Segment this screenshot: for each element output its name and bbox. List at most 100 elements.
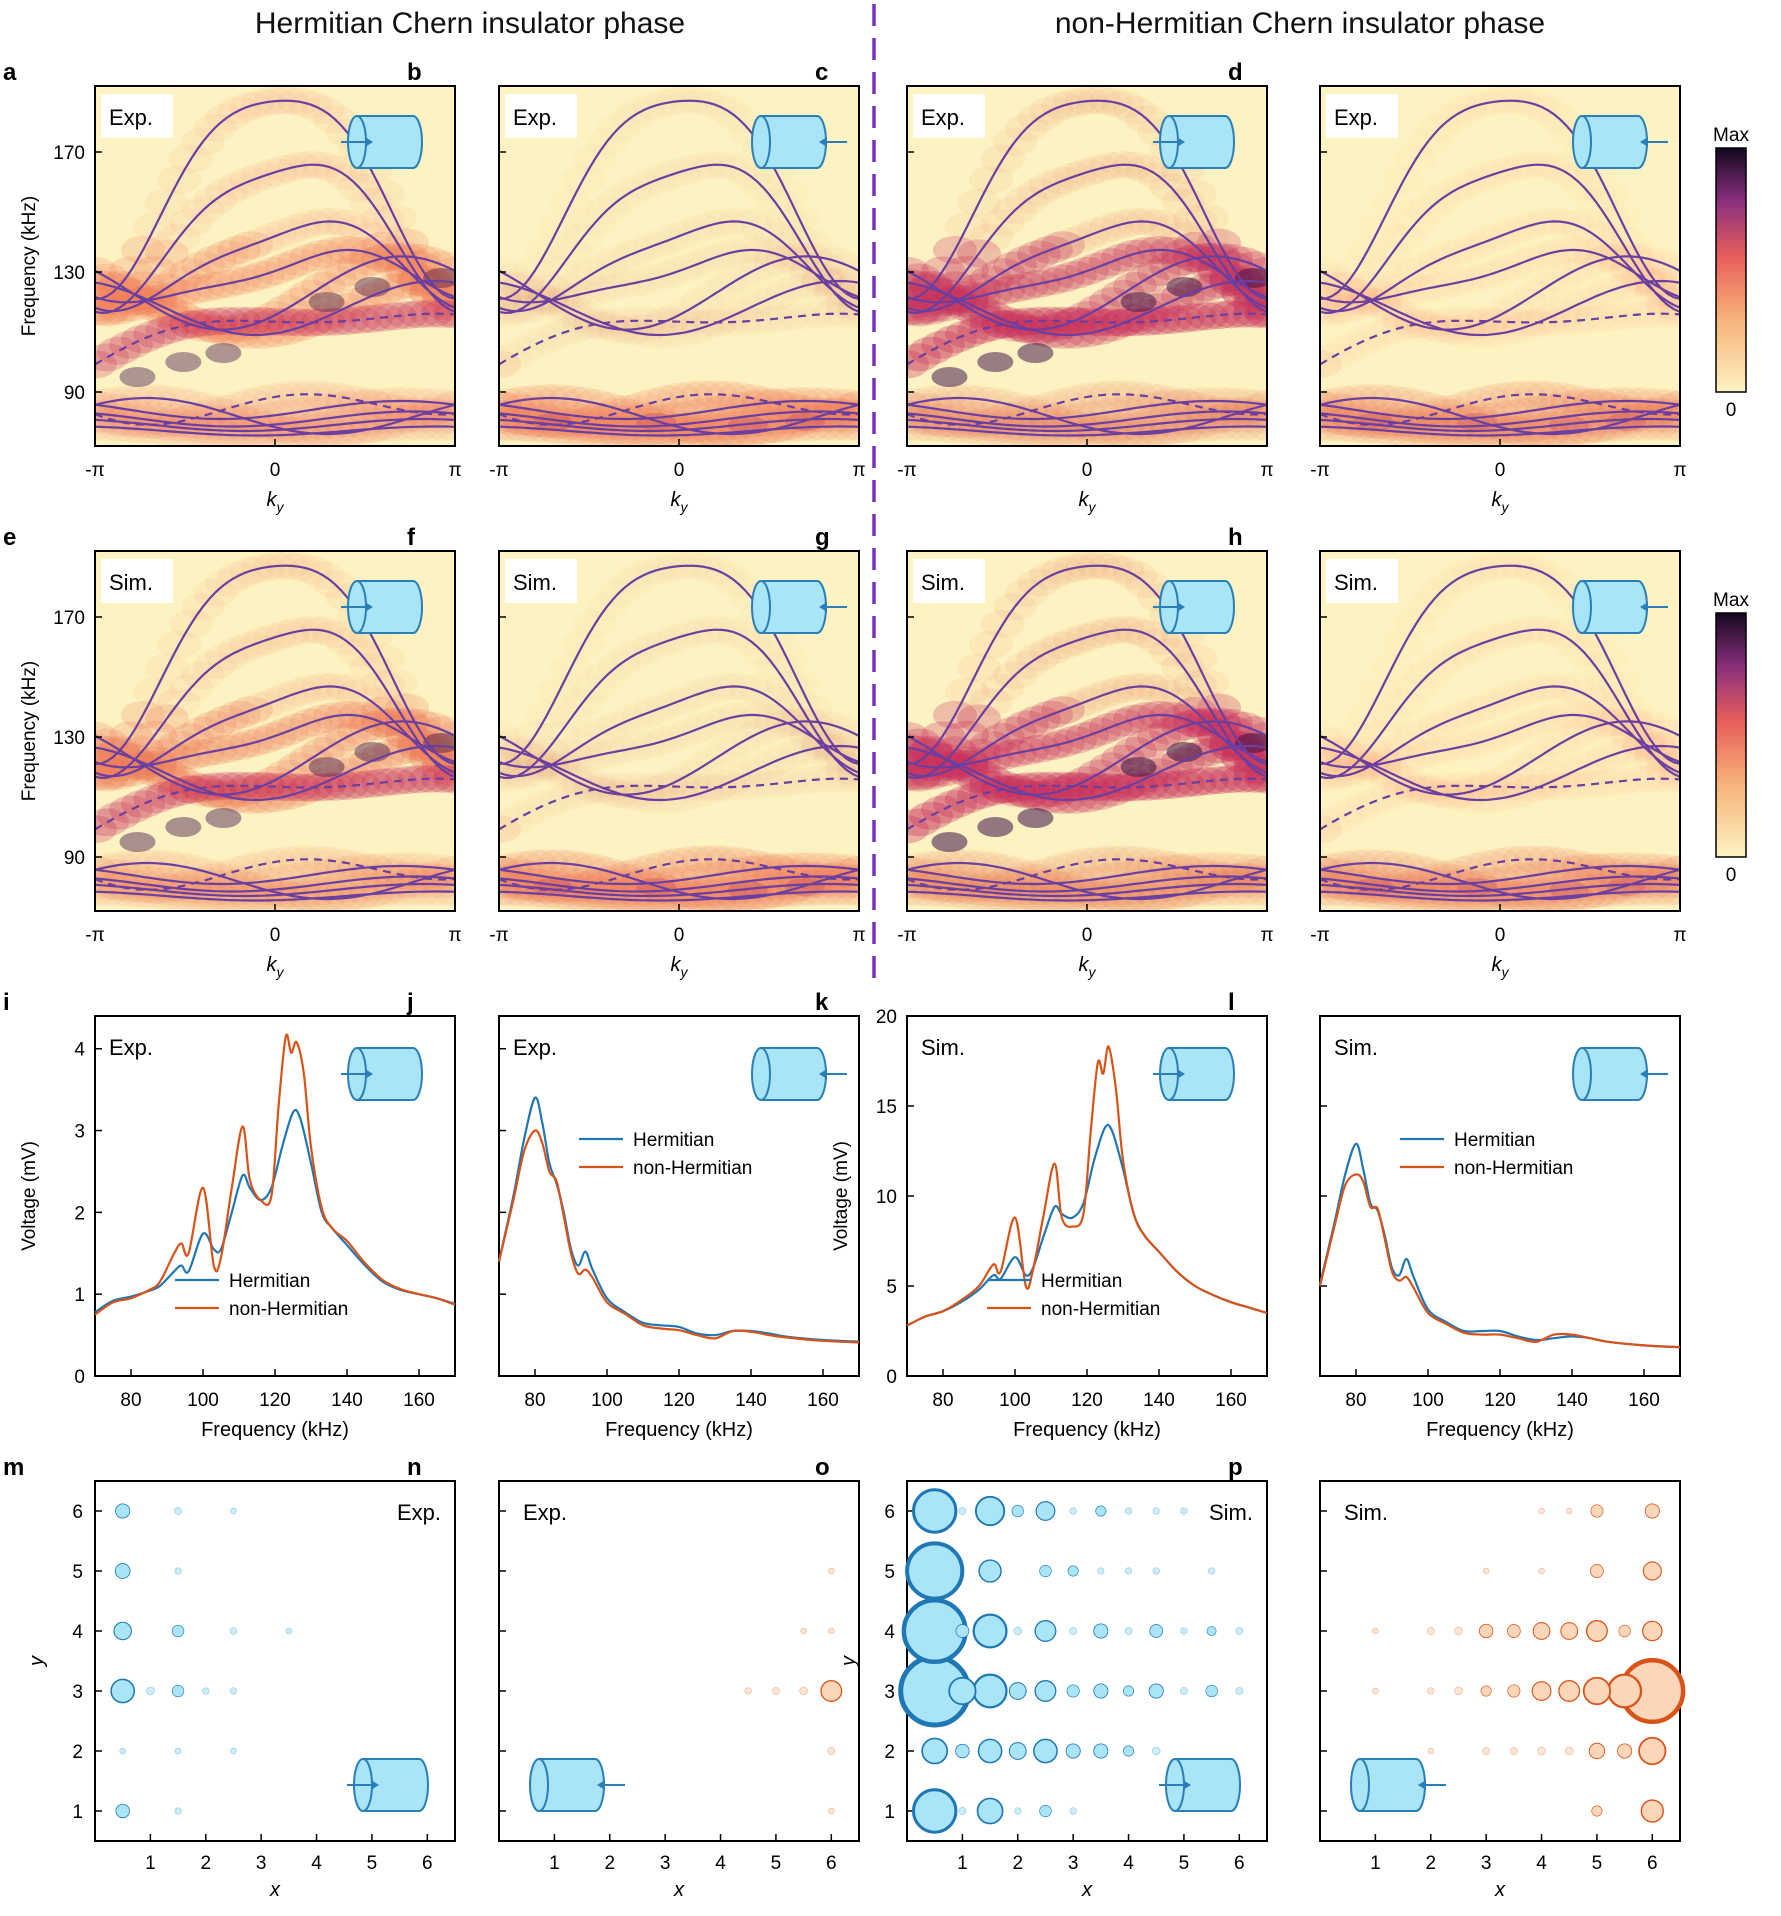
xtick-label: π: [1673, 460, 1686, 481]
panel-label-i: i: [3, 989, 10, 1016]
heat-spot: [95, 721, 117, 750]
field-amplitude-dot: [174, 1507, 182, 1515]
xtick-label: 140: [1143, 1390, 1175, 1411]
field-amplitude-dot: [955, 1624, 970, 1638]
field-amplitude-dot: [1152, 1567, 1160, 1575]
field-amplitude-dot: [174, 1747, 182, 1755]
panel-label-o: o: [815, 1454, 830, 1481]
xtick-label: π: [852, 460, 865, 481]
x-axis-label: x: [1081, 1879, 1093, 1901]
heat-spot: [133, 785, 177, 814]
tag-box: [1326, 559, 1398, 603]
heat-spot: [907, 271, 941, 299]
data-source-tag: Exp.: [109, 1035, 153, 1060]
heat-spot: [633, 421, 677, 446]
heat-spot: [253, 886, 297, 911]
heat-spot: [421, 858, 455, 887]
field-amplitude-dot: [1507, 1684, 1521, 1698]
heat-spot: [1029, 771, 1073, 800]
xtick-label: π: [1260, 460, 1273, 481]
data-source-tag: Sim.: [1209, 1500, 1253, 1525]
panel-f: f -π 0 π ky Sim.: [407, 524, 866, 980]
field-amplitude-dot: [1531, 1681, 1552, 1701]
heat-spot: [229, 886, 273, 911]
heat-peak: [1017, 808, 1054, 828]
xtick-label: 140: [735, 1390, 767, 1411]
bulk-band-line: [95, 99, 455, 300]
bulk-band-line: [907, 864, 1267, 886]
field-amplitude-dot: [1093, 1743, 1109, 1759]
xtick-label: 1: [145, 1853, 156, 1874]
xtick-label: 120: [1071, 1390, 1103, 1411]
field-amplitude-dot: [1538, 1507, 1545, 1515]
field-amplitude-dot: [972, 1673, 1008, 1709]
heat-spot: [145, 316, 189, 345]
heat-spot: [825, 393, 859, 422]
heat-spot: [409, 764, 453, 793]
field-amplitude-dot: [828, 1627, 835, 1635]
heat-spot: [1197, 766, 1241, 795]
field-amplitude-dot: [1426, 1627, 1435, 1635]
bulk-band-line: [907, 861, 1267, 901]
xtick-label: 2: [1012, 1853, 1023, 1874]
ytick-label: 130: [53, 728, 85, 749]
ytick-label: 10: [876, 1187, 897, 1208]
bulk-band-line: [95, 396, 455, 436]
field-amplitude-dot: [202, 1687, 210, 1695]
heat-spot: [1245, 300, 1267, 329]
ytick-label: 90: [64, 848, 85, 869]
bulk-band-line: [1320, 255, 1680, 331]
field-amplitude-dot: [1180, 1507, 1188, 1515]
ytick-label: 4: [74, 1040, 85, 1061]
heat-spot: [421, 291, 455, 320]
heat-spot: [325, 771, 369, 800]
heat-spot: [907, 390, 929, 419]
heat-spot: [421, 251, 455, 280]
field-amplitude-dot: [1618, 1624, 1631, 1638]
xtick-label: 3: [1068, 1853, 1079, 1874]
field-amplitude-dot: [174, 1807, 182, 1815]
field-amplitude-dot: [1585, 1620, 1608, 1642]
heat-spot: [1041, 421, 1085, 446]
heat-spot: [289, 845, 333, 874]
ytick-label: 15: [876, 1097, 897, 1118]
bulk-band-line: [499, 163, 859, 315]
field-amplitude-dot: [1235, 1627, 1244, 1635]
bulk-band-line: [907, 163, 1267, 315]
heat-spot: [1454, 886, 1498, 911]
bulk-band-line: [1320, 720, 1680, 796]
field-amplitude-dot: [1558, 1680, 1581, 1702]
panel-e: e 90 130 170 -π 0 π ky Frequency (kHz) Sim.: [3, 524, 462, 980]
heat-spot: [1233, 393, 1267, 422]
heat-spot: [1320, 404, 1354, 433]
field-amplitude-dot: [1152, 1507, 1160, 1515]
bulk-band-line: [499, 255, 859, 331]
panel-label-j: j: [406, 989, 414, 1016]
xtick-label: 0: [1082, 460, 1093, 481]
panel-n: n 1 2 3 4 5 6 x Exp.: [407, 1454, 860, 1901]
field-amplitude-dot: [1642, 1620, 1663, 1642]
field-amplitude-dot: [1093, 1623, 1109, 1639]
heat-peak: [931, 832, 968, 852]
field-amplitude-dot: [1124, 1627, 1133, 1635]
bulk-band-line: [1320, 396, 1680, 436]
field-amplitude-dot: [1560, 1622, 1579, 1640]
x-axis-label: ky: [1492, 489, 1510, 515]
data-source-tag: Sim.: [1334, 570, 1378, 595]
bulk-band-line: [499, 399, 859, 421]
field-amplitude-dot: [1607, 1673, 1643, 1709]
heat-spot: [499, 815, 521, 844]
field-amplitude-dot: [974, 1495, 1006, 1527]
legend-label: Hermitian: [1454, 1130, 1535, 1151]
field-amplitude-dot: [1093, 1683, 1109, 1699]
field-amplitude-dot: [1590, 1504, 1604, 1518]
legend-label: Hermitian: [1041, 1271, 1122, 1292]
field-amplitude-dot: [1033, 1738, 1058, 1764]
xtick-label: 4: [715, 1853, 726, 1874]
xtick-label: 160: [1628, 1390, 1660, 1411]
ytick-label: 3: [74, 1122, 85, 1143]
x-axis-label: ky: [267, 489, 285, 515]
bulk-band-line: [1320, 410, 1680, 428]
field-amplitude-dot: [174, 1567, 182, 1575]
field-amplitude-dot: [828, 1807, 835, 1815]
